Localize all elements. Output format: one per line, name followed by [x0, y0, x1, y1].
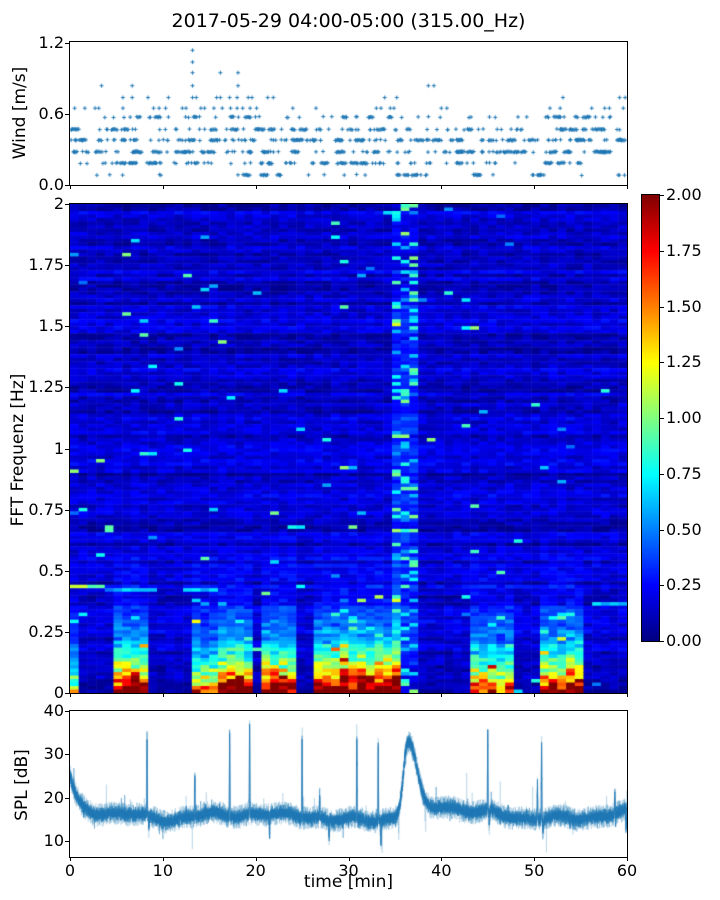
y-tick-mark	[65, 448, 69, 450]
y-tick-mark	[65, 797, 69, 799]
x-tick-mark	[534, 693, 536, 697]
colorbar-tick-label: 1.75	[666, 240, 702, 260]
x-tick-mark	[627, 857, 628, 861]
colorbar-tick-label: 1.00	[666, 408, 702, 427]
colorbar-tick-mark	[660, 362, 664, 364]
figure-title: 2017-05-29 04:00-05:00 (315.00_Hz)	[171, 10, 526, 32]
y-tick-label: 20	[43, 787, 64, 807]
y-tick-mark	[65, 711, 69, 712]
colorbar-tick-label: 0.50	[666, 519, 702, 539]
y-tick-mark	[65, 840, 69, 842]
colorbar-tick-label: 2.00	[666, 185, 702, 204]
colorbar-tick-mark	[660, 195, 664, 196]
y-tick-label: 0.0	[38, 175, 64, 194]
y-tick-mark	[65, 265, 69, 267]
colorbar-tick-label: 0.00	[666, 631, 702, 650]
y-tick-mark	[65, 570, 69, 572]
colorbar-tick-mark	[660, 418, 664, 419]
x-tick-mark	[348, 185, 350, 189]
y-tick-mark	[65, 509, 69, 511]
y-tick-label: 1.2	[38, 33, 64, 53]
x-tick-label: 20	[245, 861, 266, 880]
x-tick-mark	[534, 857, 536, 861]
x-tick-mark	[441, 185, 443, 189]
spl-line-plot	[70, 711, 627, 857]
x-tick-mark	[348, 857, 350, 861]
x-axis-label: time [min]	[303, 872, 394, 892]
x-tick-mark	[441, 857, 443, 861]
x-tick-mark	[441, 693, 443, 697]
x-tick-mark	[255, 693, 257, 697]
y-tick-label: 0.25	[28, 621, 64, 641]
wind-scatter-plot	[70, 42, 627, 185]
x-tick-mark	[627, 693, 628, 697]
x-tick-label: 30	[338, 861, 359, 880]
colorbar-tick-mark	[660, 250, 664, 252]
y-tick-mark	[65, 326, 69, 328]
x-tick-mark	[627, 185, 628, 189]
colorbar-tick-label: 0.25	[666, 575, 702, 595]
y-tick-mark	[65, 754, 69, 756]
colorbar-gradient	[642, 195, 659, 641]
y-tick-label: 2	[53, 194, 64, 213]
x-tick-mark	[162, 857, 164, 861]
colorbar-tick-label: 0.75	[666, 463, 702, 483]
colorbar-tick-mark	[660, 585, 664, 587]
x-tick-mark	[534, 185, 536, 189]
colorbar-tick-label: 1.50	[666, 296, 702, 316]
y-tick-mark	[65, 43, 69, 45]
colorbar-tick-label: 1.25	[666, 352, 702, 372]
y-tick-mark	[65, 204, 69, 205]
y-tick-label: 1.5	[38, 316, 64, 336]
y-tick-label: 0.5	[38, 560, 64, 580]
y-tick-mark	[65, 185, 69, 186]
y-tick-mark	[65, 693, 69, 694]
y-tick-label: 40	[43, 701, 64, 720]
x-tick-label: 40	[431, 861, 452, 880]
y-tick-label: 1	[53, 438, 64, 458]
y-tick-label: 0.75	[28, 499, 64, 519]
x-tick-mark	[70, 185, 71, 189]
y-tick-label: 10	[43, 830, 64, 850]
x-tick-mark	[162, 693, 164, 697]
y-tick-label: 0.6	[38, 104, 64, 124]
y-tick-label: 1.25	[28, 377, 64, 397]
colorbar-tick-mark	[660, 306, 664, 308]
y-tick-mark	[65, 387, 69, 389]
x-tick-mark	[348, 693, 350, 697]
colorbar-tick-mark	[660, 473, 664, 475]
x-tick-label: 0	[64, 861, 76, 880]
x-tick-label: 10	[152, 861, 173, 880]
y-tick-label: 1.75	[28, 255, 64, 275]
y-tick-label: 0	[53, 683, 64, 702]
x-tick-mark	[70, 693, 71, 697]
x-tick-mark	[255, 185, 257, 189]
x-tick-label: 60	[616, 861, 638, 880]
y-tick-mark	[65, 631, 69, 633]
x-tick-mark	[162, 185, 164, 189]
x-tick-mark	[255, 857, 257, 861]
y-tick-mark	[65, 114, 69, 116]
colorbar-tick-mark	[660, 529, 664, 531]
y-tick-label: 30	[43, 744, 64, 764]
x-tick-mark	[70, 857, 71, 861]
x-tick-label: 50	[523, 861, 545, 880]
spectrogram-plot	[70, 204, 627, 693]
colorbar-tick-mark	[660, 641, 664, 642]
